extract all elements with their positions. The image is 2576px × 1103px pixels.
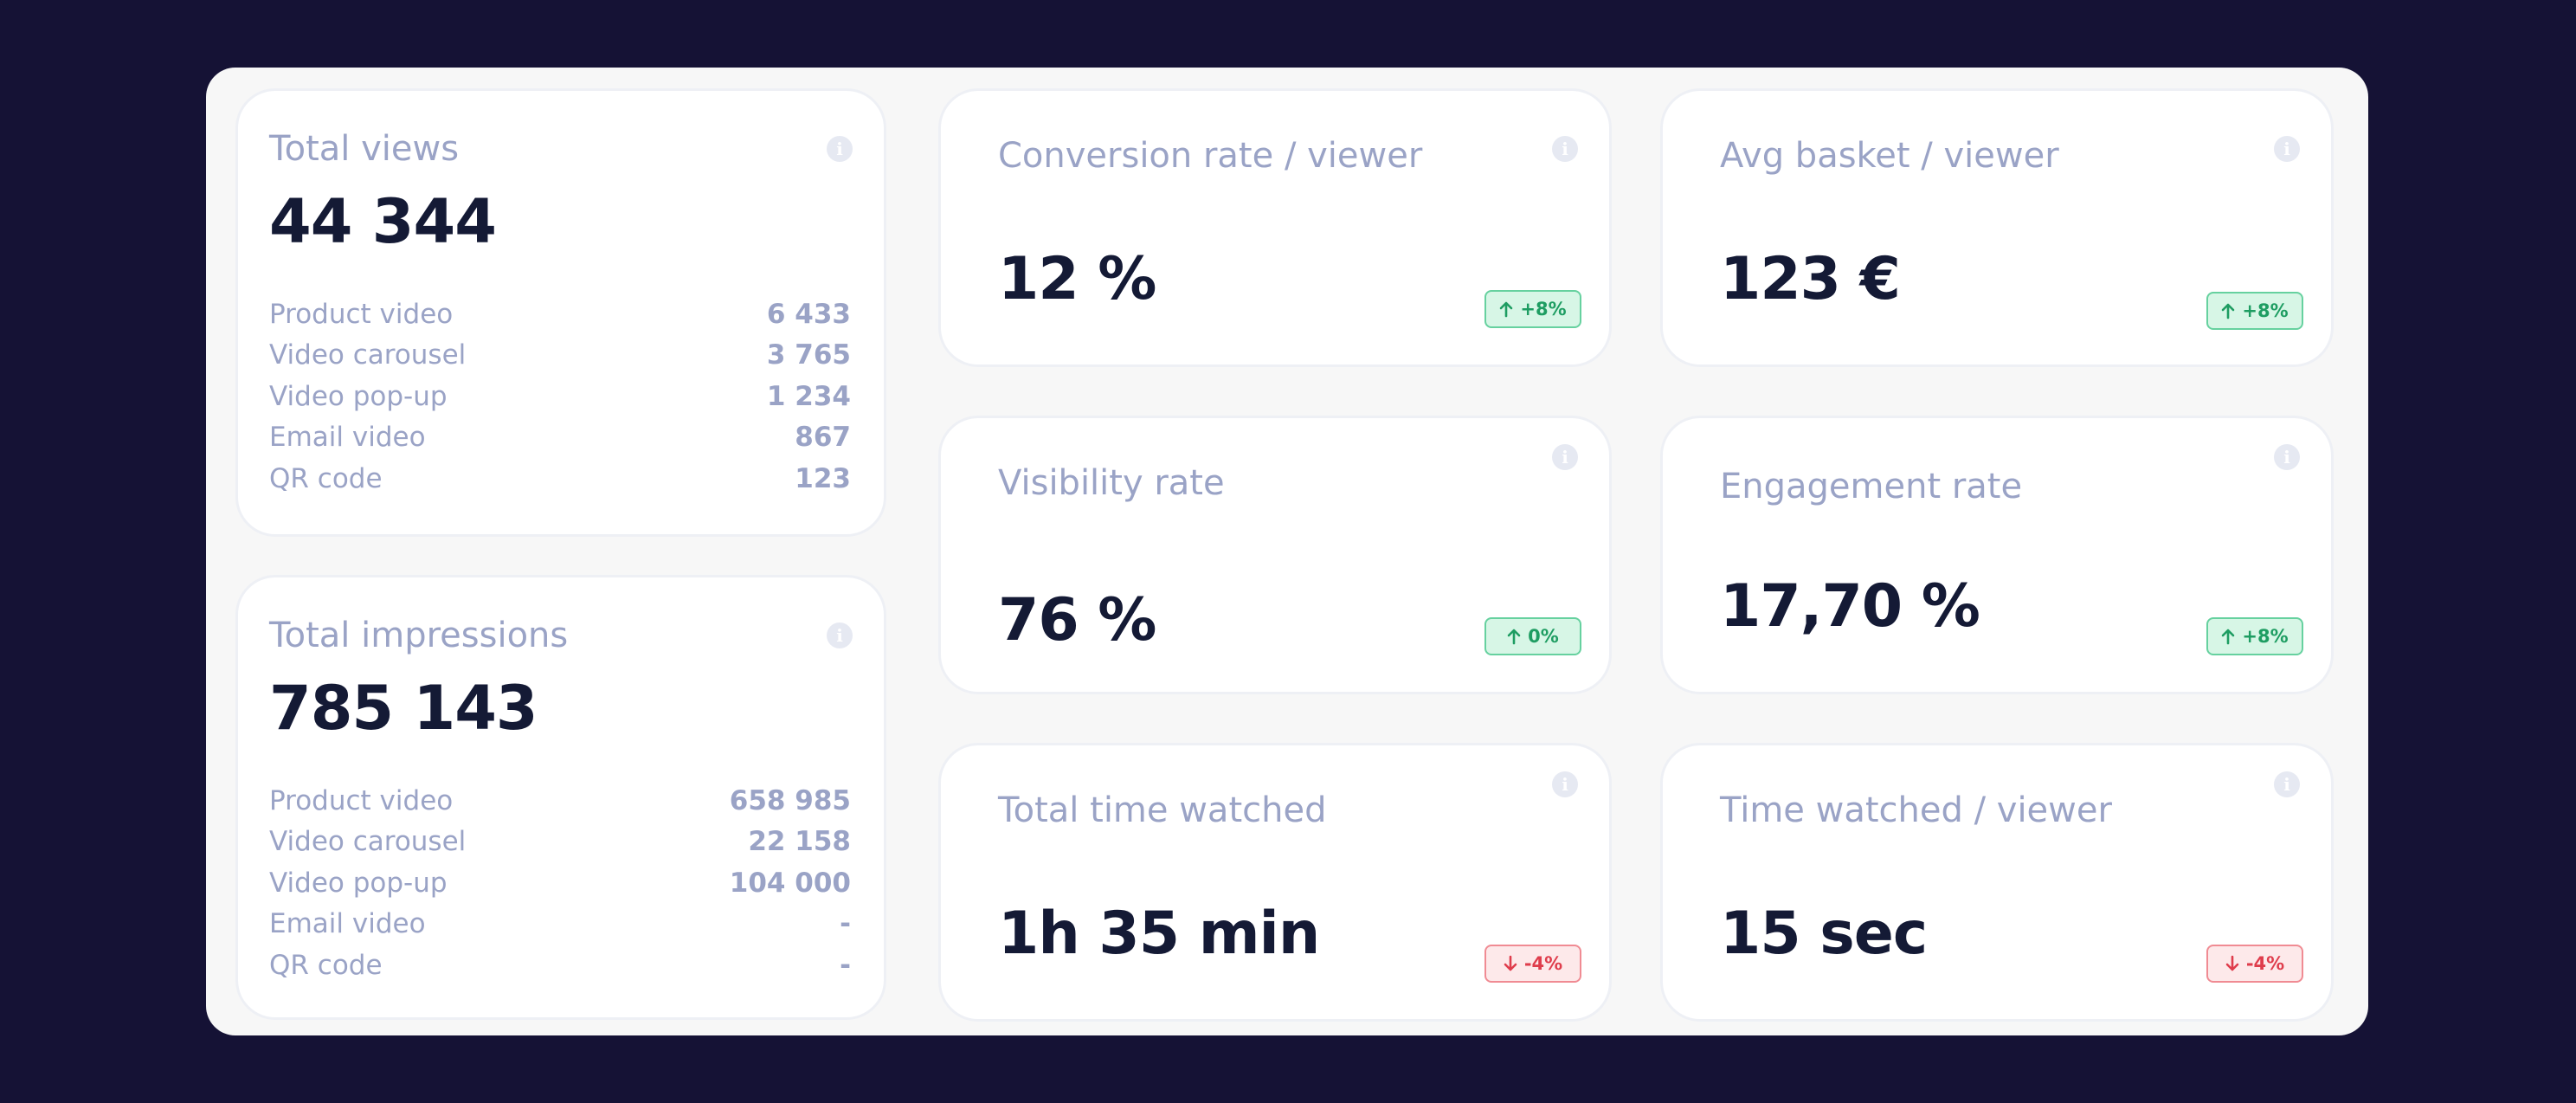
list-item: Product video 658 985 [269, 780, 851, 822]
kpi-value: 1h 35 min [998, 900, 1320, 968]
list-item: Video pop-up 1 234 [269, 376, 851, 417]
arrow-up-icon [1500, 301, 1513, 318]
breakdown-list: Product video 6 433 Video carousel 3 765 V… [269, 293, 851, 500]
trend-badge: +8% [2206, 292, 2303, 330]
card-title: Conversion rate / viewer [998, 136, 1423, 176]
kpi-value: 15 sec [1720, 900, 1928, 968]
engagement-rate-card: Engagement rate i 17,70 % +8% [1660, 416, 2334, 694]
trend-delta: 0% [1528, 626, 1559, 647]
trend-badge: +8% [1484, 290, 1581, 328]
card-title: Avg basket / viewer [1720, 136, 2059, 176]
trend-delta: -4% [1523, 953, 1563, 974]
list-item: Video pop-up 104 000 [269, 862, 851, 904]
kpi-value: 76 % [998, 586, 1156, 655]
row-value: 658 985 [729, 784, 851, 816]
row-value: 6 433 [766, 298, 851, 330]
list-item: Video carousel 22 158 [269, 822, 851, 863]
arrow-up-icon [2222, 629, 2235, 645]
info-icon[interactable]: i [827, 622, 853, 648]
row-value: 104 000 [729, 867, 851, 899]
time-watched-per-viewer-card: Time watched / viewer i 15 sec -4% [1660, 743, 2334, 1022]
total-views-value: 44 344 [269, 186, 497, 257]
row-value: 22 158 [748, 826, 851, 858]
trend-badge: 0% [1484, 617, 1581, 655]
row-value: - [840, 908, 851, 940]
arrow-down-icon [1504, 955, 1517, 971]
row-value: 3 765 [766, 339, 851, 371]
row-label: Video pop-up [269, 380, 448, 412]
card-title: Visibility rate [998, 463, 1225, 503]
row-label: QR code [269, 949, 383, 981]
row-label: Email video [269, 908, 426, 940]
trend-delta: -4% [2245, 953, 2285, 974]
list-item: QR code - [269, 945, 851, 986]
card-title: Total impressions [269, 616, 569, 655]
row-label: Product video [269, 298, 454, 330]
trend-badge: -4% [2206, 945, 2303, 983]
info-icon[interactable]: i [1552, 771, 1578, 797]
conversion-rate-card: Conversion rate / viewer i 12 % +8% [938, 88, 1612, 367]
trend-badge: -4% [1484, 945, 1581, 983]
row-label: Email video [269, 422, 426, 454]
row-value: - [840, 949, 851, 981]
trend-delta: +8% [2242, 300, 2289, 321]
list-item: Video carousel 3 765 [269, 335, 851, 377]
dashboard-panel: Total views i 44 344 Product video 6 433 … [206, 68, 2368, 1035]
card-title: Time watched / viewer [1720, 790, 2112, 830]
trend-badge: +8% [2206, 617, 2303, 655]
breakdown-list: Product video 658 985 Video carousel 22 15… [269, 780, 851, 986]
list-item: Email video - [269, 904, 851, 945]
list-item: Product video 6 433 [269, 293, 851, 335]
row-value: 123 [795, 462, 851, 494]
info-icon[interactable]: i [2274, 444, 2300, 470]
avg-basket-card: Avg basket / viewer i 123 € +8% [1660, 88, 2334, 367]
total-time-watched-card: Total time watched i 1h 35 min -4% [938, 743, 1612, 1022]
trend-delta: +8% [2242, 626, 2289, 647]
kpi-value: 123 € [1720, 245, 1901, 313]
row-label: Video carousel [269, 339, 467, 371]
info-icon[interactable]: i [1552, 136, 1578, 162]
row-label: Product video [269, 784, 454, 816]
arrow-up-icon [1507, 629, 1521, 645]
trend-delta: +8% [1520, 299, 1567, 319]
info-icon[interactable]: i [2274, 771, 2300, 797]
arrow-up-icon [2222, 303, 2235, 319]
visibility-rate-card: Visibility rate i 76 % 0% [938, 416, 1612, 694]
info-icon[interactable]: i [827, 136, 853, 162]
row-label: Video pop-up [269, 867, 448, 899]
list-item: QR code 123 [269, 458, 851, 500]
total-views-card: Total views i 44 344 Product video 6 433 … [235, 88, 886, 537]
card-title: Total views [269, 129, 460, 169]
row-value: 867 [795, 422, 851, 454]
row-value: 1 234 [766, 380, 851, 412]
kpi-value: 12 % [998, 245, 1156, 313]
card-title: Total time watched [998, 790, 1327, 830]
row-label: Video carousel [269, 826, 467, 858]
list-item: Email video 867 [269, 417, 851, 459]
row-label: QR code [269, 462, 383, 494]
total-impressions-card: Total impressions i 785 143 Product vide… [235, 575, 886, 1020]
card-title: Engagement rate [1720, 467, 2023, 506]
total-impressions-value: 785 143 [269, 673, 538, 744]
info-icon[interactable]: i [1552, 444, 1578, 470]
arrow-down-icon [2225, 955, 2239, 971]
info-icon[interactable]: i [2274, 136, 2300, 162]
kpi-value: 17,70 % [1720, 572, 1980, 641]
